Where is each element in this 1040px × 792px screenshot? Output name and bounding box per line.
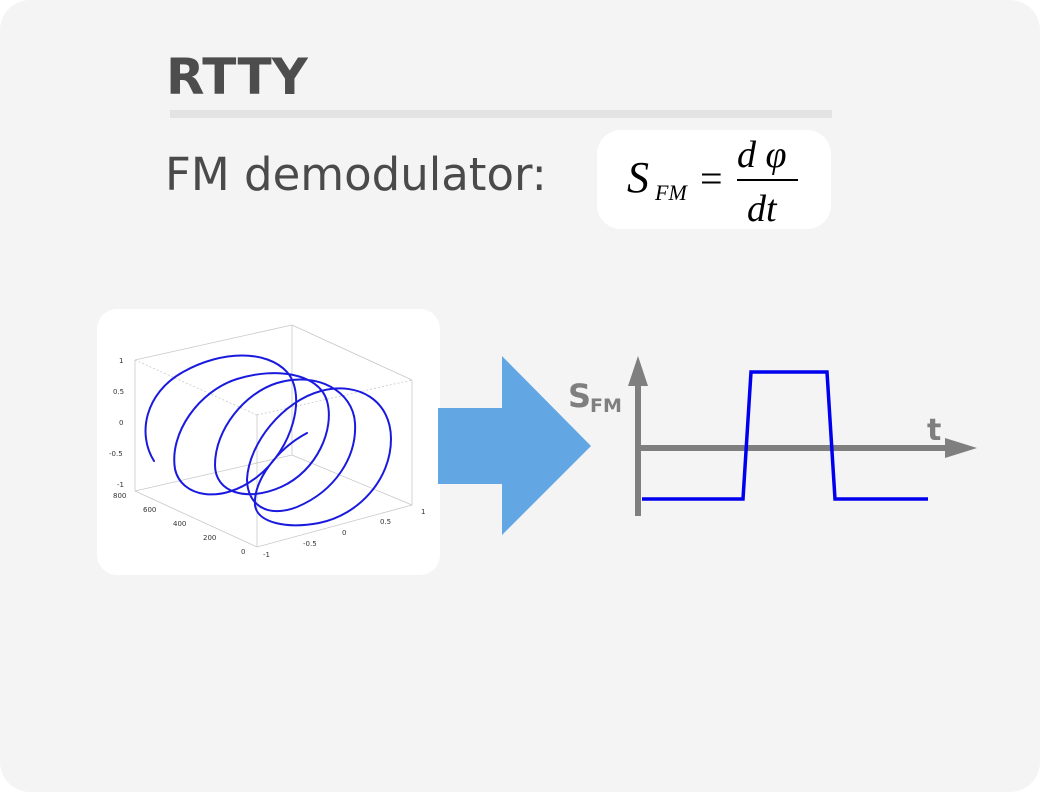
plot-box-wireframe — [134, 324, 413, 548]
formula-denominator: dt — [747, 188, 778, 229]
formula-lhs-symbol: S — [627, 153, 649, 202]
y-axis-arrowhead — [628, 356, 648, 386]
box-edge — [134, 490, 258, 548]
depth-tick-label: 600 — [143, 506, 156, 514]
x-tick-label: 1 — [421, 508, 425, 516]
depth-tick-label: 0 — [241, 548, 245, 556]
z-tick-label: 0 — [119, 419, 123, 427]
z-tick-label: 0.5 — [113, 388, 124, 396]
formula-numerator: d φ — [737, 134, 787, 176]
box-edge — [291, 454, 413, 506]
x-tick-label: 0.5 — [380, 518, 391, 526]
fm-signal-plot: S FM t — [568, 356, 977, 516]
formula-box: S FM = d φ dt — [597, 130, 831, 229]
box-edge — [134, 454, 293, 492]
helix-curve — [144, 354, 393, 527]
box-edge — [291, 324, 413, 381]
y-axis-label: S — [568, 377, 591, 415]
depth-tick-label: 800 — [113, 492, 126, 500]
title-divider — [170, 110, 832, 118]
arrow-shape — [438, 356, 591, 535]
y-axis-label-subscript: FM — [590, 395, 622, 417]
slide-subtitle: FM demodulator: — [165, 148, 547, 201]
slide-title: RTTY — [166, 48, 308, 106]
depth-tick-label: 400 — [173, 520, 186, 528]
x-axis-label: t — [927, 413, 941, 448]
x-tick-label: -1 — [263, 551, 270, 559]
z-tick-label: -1 — [117, 481, 124, 489]
fm-signal-waveform — [642, 370, 928, 501]
z-tick-label: -0.5 — [109, 450, 123, 458]
box-edge — [256, 504, 413, 548]
formula-lhs-subscript: FM — [654, 180, 688, 205]
formula: S FM = d φ dt — [627, 134, 798, 229]
z-tick-label: 1 — [119, 357, 123, 365]
x-axis-arrowhead — [945, 438, 977, 458]
x-axis-ticks: -1 -0.5 0 0.5 1 — [263, 508, 425, 559]
box-edge — [134, 324, 293, 361]
helix-plot-card: 1 0.5 0 -0.5 -1 800 600 400 200 0 -1 -0.… — [97, 309, 440, 575]
x-tick-label: 0 — [342, 529, 346, 537]
depth-tick-label: 200 — [203, 534, 216, 542]
z-axis-ticks: 1 0.5 0 -0.5 -1 — [109, 357, 124, 489]
helix-3d-plot: 1 0.5 0 -0.5 -1 800 600 400 200 0 -1 -0.… — [109, 324, 425, 559]
x-tick-label: -0.5 — [303, 540, 317, 548]
right-arrow-icon — [438, 356, 591, 535]
depth-axis-ticks: 800 600 400 200 0 — [113, 492, 245, 556]
box-edge — [256, 379, 413, 416]
formula-equals: = — [700, 156, 723, 201]
